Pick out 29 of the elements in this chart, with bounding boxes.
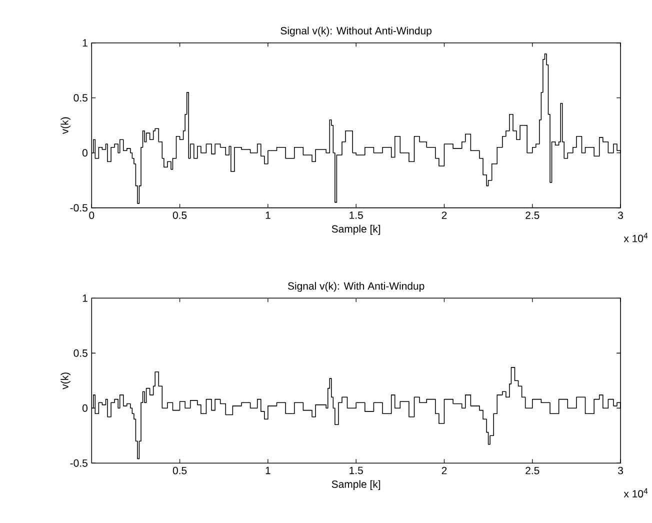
text: x 10$^{4}$ <box>624 232 648 242</box>
text: x 10$^{4}$ <box>624 488 648 498</box>
y-tick-label: 0.5 <box>74 94 88 102</box>
x-tick-label: 0 <box>89 211 94 219</box>
x-tick-label: 1.5 <box>350 211 363 219</box>
x-tick-label: 1 <box>266 466 270 474</box>
x-tick-label: 1 <box>266 211 270 219</box>
y-tick-label: 0 <box>82 404 88 412</box>
x-tick-label: 0.5 <box>172 211 187 219</box>
y-axis-title: v(k) <box>60 117 70 134</box>
y-axis-title: v(k) <box>60 372 70 390</box>
x-axis-title: Sample [k] <box>332 480 380 490</box>
y-tick-label: 0 <box>82 148 88 156</box>
x-tick-label: 2.5 <box>526 466 540 474</box>
x-tick-label: 1.5 <box>350 466 363 474</box>
y-tick-label: 1 <box>82 294 88 302</box>
y-tick-label: -0.5 <box>70 459 88 467</box>
x-tick-label: 2 <box>442 466 447 474</box>
x-tick-label: 2 <box>442 211 447 219</box>
x-axis-title: Sample [k] <box>332 224 380 235</box>
chart-title: Signal v(k): With Anti-Windup <box>288 282 424 292</box>
x-tick-label: 3 <box>618 211 623 219</box>
y-tick-label: -0.5 <box>70 204 88 212</box>
x-tick-label: 2.5 <box>526 211 540 219</box>
x-tick-label: 3 <box>618 466 623 474</box>
chart-title: Signal v(k): Without Anti-Windup <box>280 26 432 36</box>
x-tick-label: 0.5 <box>172 466 187 474</box>
y-tick-label: 0.5 <box>74 349 88 357</box>
y-tick-label: 1 <box>82 39 88 46</box>
